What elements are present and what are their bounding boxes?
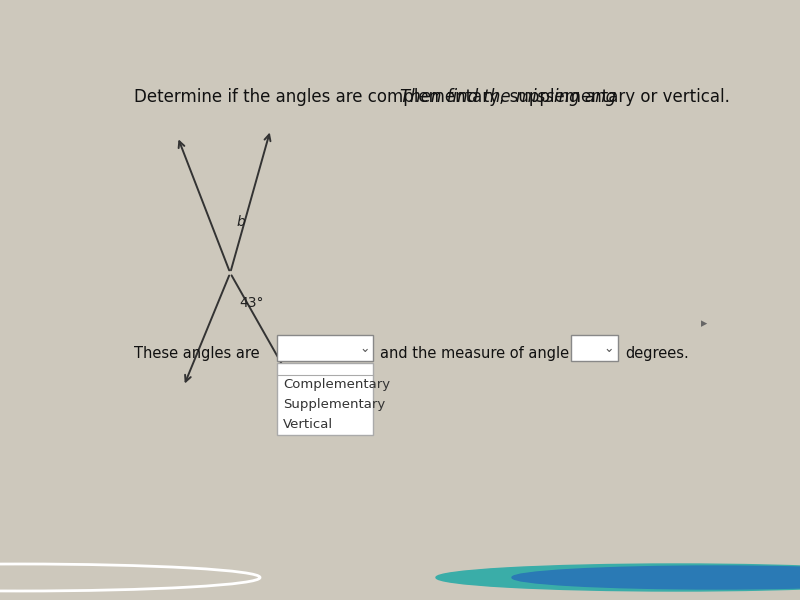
Text: Determine if the angles are complementary, supplementary or vertical.: Determine if the angles are complementar…: [134, 88, 746, 106]
Circle shape: [436, 564, 800, 591]
Text: ⌄: ⌄: [603, 341, 614, 355]
Bar: [277, 335, 373, 361]
Text: 43°: 43°: [239, 296, 264, 310]
Circle shape: [512, 566, 800, 589]
Bar: [277, 363, 373, 434]
Bar: [571, 335, 618, 361]
Text: b: b: [237, 215, 246, 229]
Text: and the measure of angle b is: and the measure of angle b is: [380, 346, 600, 361]
Text: Then find the missing ang: Then find the missing ang: [400, 88, 616, 106]
Text: ▸: ▸: [702, 317, 708, 330]
Text: degrees.: degrees.: [625, 346, 689, 361]
Text: Supplementary: Supplementary: [283, 398, 385, 411]
Text: Complementary: Complementary: [283, 378, 390, 391]
Text: ⌄: ⌄: [359, 341, 370, 355]
Text: These angles are: These angles are: [134, 346, 260, 361]
Text: Vertical: Vertical: [283, 418, 333, 431]
